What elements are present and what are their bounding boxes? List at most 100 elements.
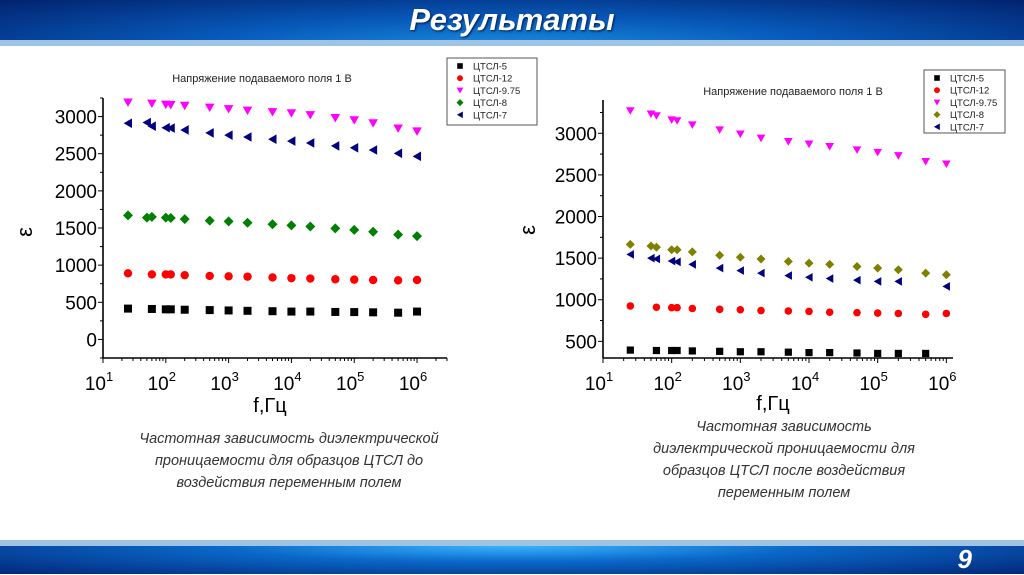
x-axis-label: f,Гц xyxy=(253,395,286,417)
marker-triangle-left xyxy=(736,266,744,275)
y-tick-label: 1500 xyxy=(55,219,97,240)
marker-square xyxy=(668,346,676,355)
marker-circle xyxy=(894,309,903,318)
marker-diamond xyxy=(330,223,341,234)
marker-triangle-left xyxy=(894,277,902,286)
marker-triangle-left xyxy=(688,260,696,269)
marker-triangle-down xyxy=(147,99,157,108)
y-axis-label: ε xyxy=(12,227,37,237)
marker-triangle-left xyxy=(368,145,378,155)
marker-triangle-left xyxy=(412,151,422,162)
marker-triangle-left xyxy=(626,250,634,259)
marker-triangle-down xyxy=(626,107,635,115)
y-axis-label: ε xyxy=(515,225,540,235)
legend-entry: ЦТСЛ-9.75 xyxy=(950,98,997,109)
series-ЦТСЛ-7 xyxy=(123,117,422,162)
series-ЦТСЛ-5 xyxy=(626,346,930,358)
marker-triangle-left xyxy=(349,142,359,153)
marker-circle xyxy=(350,275,359,284)
marker-triangle-down xyxy=(204,103,215,113)
marker-square xyxy=(394,308,403,317)
marker-square xyxy=(805,348,813,357)
series-ЦТСЛ-12 xyxy=(123,269,422,285)
legend-entry: ЦТСЛ-9.75 xyxy=(473,86,520,97)
marker-triangle-down xyxy=(933,99,941,106)
marker-circle xyxy=(287,273,296,283)
chart-title: Напряжение подаваемого поля 1 В xyxy=(703,86,883,98)
marker-square xyxy=(180,305,189,314)
marker-square xyxy=(652,346,661,355)
y-tick-label: 3000 xyxy=(555,124,597,145)
marker-circle xyxy=(306,274,315,283)
marker-triangle-left xyxy=(942,282,950,291)
marker-diamond xyxy=(179,214,190,225)
marker-square xyxy=(894,349,902,358)
marker-circle xyxy=(673,303,681,312)
marker-diamond xyxy=(349,224,360,235)
marker-triangle-down xyxy=(756,134,766,143)
x-tick-label: 102 xyxy=(653,369,681,395)
marker-square xyxy=(331,307,340,316)
marker-diamond xyxy=(756,254,766,264)
caption-line: диэлектрической проницаемости для xyxy=(653,441,915,457)
marker-square xyxy=(457,63,463,69)
marker-square xyxy=(161,305,170,314)
marker-circle xyxy=(147,270,157,279)
marker-circle xyxy=(331,275,340,284)
marker-triangle-down xyxy=(688,121,697,129)
marker-square xyxy=(268,307,277,316)
legend-entry: ЦТСЛ-7 xyxy=(950,122,984,133)
marker-diamond xyxy=(242,217,253,228)
marker-triangle-left xyxy=(243,132,252,142)
marker-diamond xyxy=(921,268,931,278)
footer-divider xyxy=(0,540,1024,546)
marker-square xyxy=(224,306,233,315)
marker-triangle-down xyxy=(672,117,682,125)
marker-triangle-down xyxy=(784,138,793,146)
header-banner xyxy=(0,0,1024,40)
marker-diamond xyxy=(873,263,883,273)
marker-circle xyxy=(457,75,463,82)
marker-diamond xyxy=(456,99,464,107)
marker-square xyxy=(205,306,214,315)
marker-circle xyxy=(205,271,214,281)
marker-square xyxy=(874,349,882,358)
y-tick-label: 1000 xyxy=(55,256,97,277)
legend-entry: ЦТСЛ-12 xyxy=(473,74,512,85)
marker-triangle-left xyxy=(305,138,315,148)
marker-circle xyxy=(243,272,252,281)
marker-square xyxy=(688,347,696,355)
marker-triangle-down xyxy=(305,111,316,120)
marker-diamond xyxy=(672,245,682,255)
marker-diamond xyxy=(165,212,176,223)
marker-circle xyxy=(942,309,951,318)
y-tick-label: 1500 xyxy=(555,249,597,270)
marker-triangle-down xyxy=(652,112,661,120)
y-tick-label: 2000 xyxy=(55,182,97,203)
marker-square xyxy=(826,348,834,357)
caption-line: проницаемости для образцов ЦТСЛ до xyxy=(154,453,424,469)
marker-circle xyxy=(921,310,930,319)
marker-diamond xyxy=(122,210,133,221)
marker-square xyxy=(922,349,930,358)
marker-circle xyxy=(805,307,813,316)
marker-square xyxy=(166,305,175,314)
marker-triangle-left xyxy=(161,122,170,133)
marker-triangle-left xyxy=(123,118,132,129)
marker-triangle-left xyxy=(166,123,175,133)
caption-line: образцов ЦТСЛ после воздействия xyxy=(662,463,906,479)
x-tick-label: 105 xyxy=(336,369,364,395)
marker-triangle-down xyxy=(736,130,745,139)
marker-circle xyxy=(626,302,635,310)
marker-triangle-left xyxy=(715,263,724,273)
marker-triangle-down xyxy=(715,126,724,134)
marker-diamond xyxy=(625,239,635,249)
marker-triangle-left xyxy=(673,257,681,267)
marker-square xyxy=(716,347,724,355)
marker-triangle-down xyxy=(165,101,176,110)
marker-triangle-down xyxy=(825,143,834,151)
marker-triangle-left xyxy=(652,254,661,264)
marker-circle xyxy=(853,308,861,317)
marker-circle xyxy=(757,306,765,315)
marker-circle xyxy=(412,275,422,285)
